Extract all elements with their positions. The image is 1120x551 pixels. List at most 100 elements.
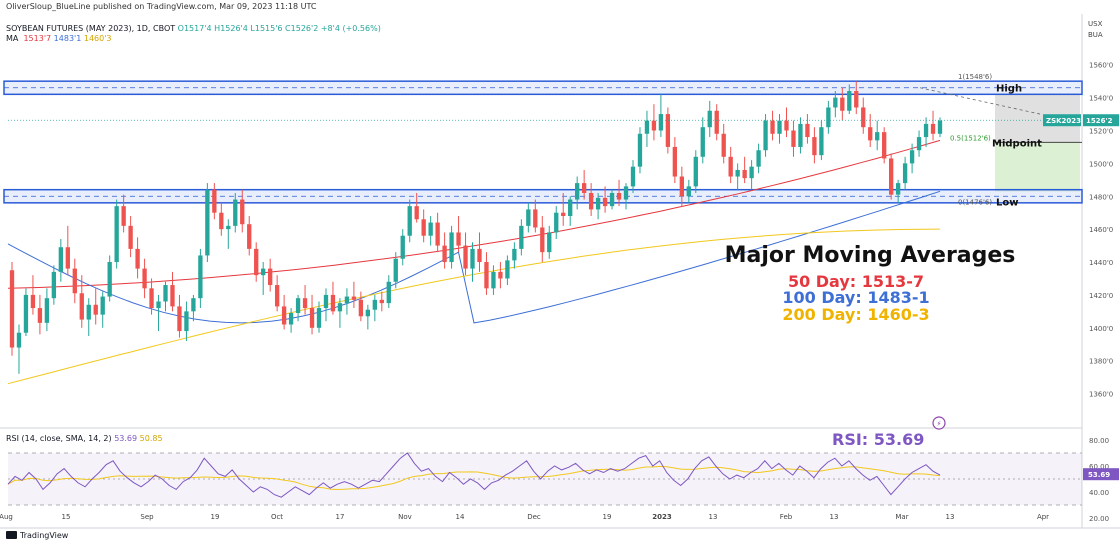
candle-body [344,296,350,304]
candle [414,192,419,223]
candle-body [665,114,671,147]
candle [463,232,468,276]
candle-body [721,133,726,157]
ohlc-change: +8'4 (+0.56%) [320,24,381,33]
candle-body [540,227,545,253]
candle-body [240,199,245,225]
trend-arrow-line [919,87,1041,115]
candle [16,324,22,374]
candle [100,291,105,328]
candle-body [561,212,566,216]
candle-body [484,262,489,289]
candle [191,294,196,322]
price-axis-panel [1082,0,1120,546]
candle-body [784,120,789,131]
candle-body [505,260,510,279]
ma50-line [7,139,941,289]
candle [177,294,182,338]
rsi-tick-label: 80.00 [1089,437,1109,445]
y-tick-label: 1540'0 [1089,95,1113,103]
candle-body [414,206,419,220]
candle-body [693,156,698,187]
candle [121,194,126,233]
candle [268,258,273,292]
candle-body [114,206,119,263]
ohlc-high: H1526'4 [214,24,248,33]
symbol-price-tag [1043,114,1081,127]
candle-body [491,271,496,289]
candle [916,130,922,157]
candle-body [581,183,587,193]
candle-body [672,146,678,177]
candle-body [379,299,384,304]
level-high-label: High [996,83,1022,94]
candle [602,186,608,213]
candle-body [421,219,426,236]
candle [561,192,566,226]
candle-body [142,268,147,289]
candle [456,215,461,253]
candle-body [833,97,838,108]
candle [930,110,936,141]
candle-body [428,222,433,236]
candle-body [100,296,105,315]
candle [79,275,84,328]
ma100-line [7,190,941,324]
candle [595,192,601,220]
x-tick-label: Nov [398,513,412,521]
candle [233,192,238,233]
candle [707,100,712,138]
candle [526,202,531,233]
tradingview-logo-icon [6,531,17,539]
candle [909,143,915,174]
rsi-tick-label: 20.00 [1089,515,1109,523]
candle-body [358,299,364,317]
candle [868,114,873,147]
candle [212,183,217,220]
annotation-title: Major Moving Averages [725,243,1016,268]
y-tick-label: 1400'0 [1089,325,1113,333]
candle [826,100,831,134]
candle [770,110,775,141]
candle [400,229,405,266]
candle-body [554,212,559,233]
candle [833,91,838,118]
candle [686,179,691,203]
candle [735,163,740,190]
ma50-legend-value: 1513'7 [23,34,52,43]
candle-body [72,268,77,294]
candle [274,275,280,312]
candle-body [847,91,852,111]
candle [477,232,482,272]
candle [470,242,475,282]
annotation-ma50: 50 Day: 1513-7 [788,272,924,291]
candle [44,288,50,332]
candle [386,275,391,309]
candle [107,255,112,302]
candle [309,294,315,335]
candle [184,301,189,341]
candle-body [875,132,880,141]
candle [777,114,782,144]
candle [882,127,887,164]
candle-body [777,120,782,134]
candle [721,123,726,164]
candle [728,146,733,184]
candle [575,176,580,210]
candle-body [519,225,524,249]
candle-body [686,186,691,197]
candle [672,137,678,184]
candle-body [609,192,615,207]
candle [288,308,294,333]
candle-body [868,127,873,141]
candle [51,265,57,305]
candles-group [9,81,943,374]
candle [281,294,287,330]
x-tick-label: Dec [527,513,541,521]
candle [330,281,336,315]
ma200-line [7,228,941,385]
x-tick-label: Apr [1037,513,1049,521]
candle-body [247,224,252,249]
